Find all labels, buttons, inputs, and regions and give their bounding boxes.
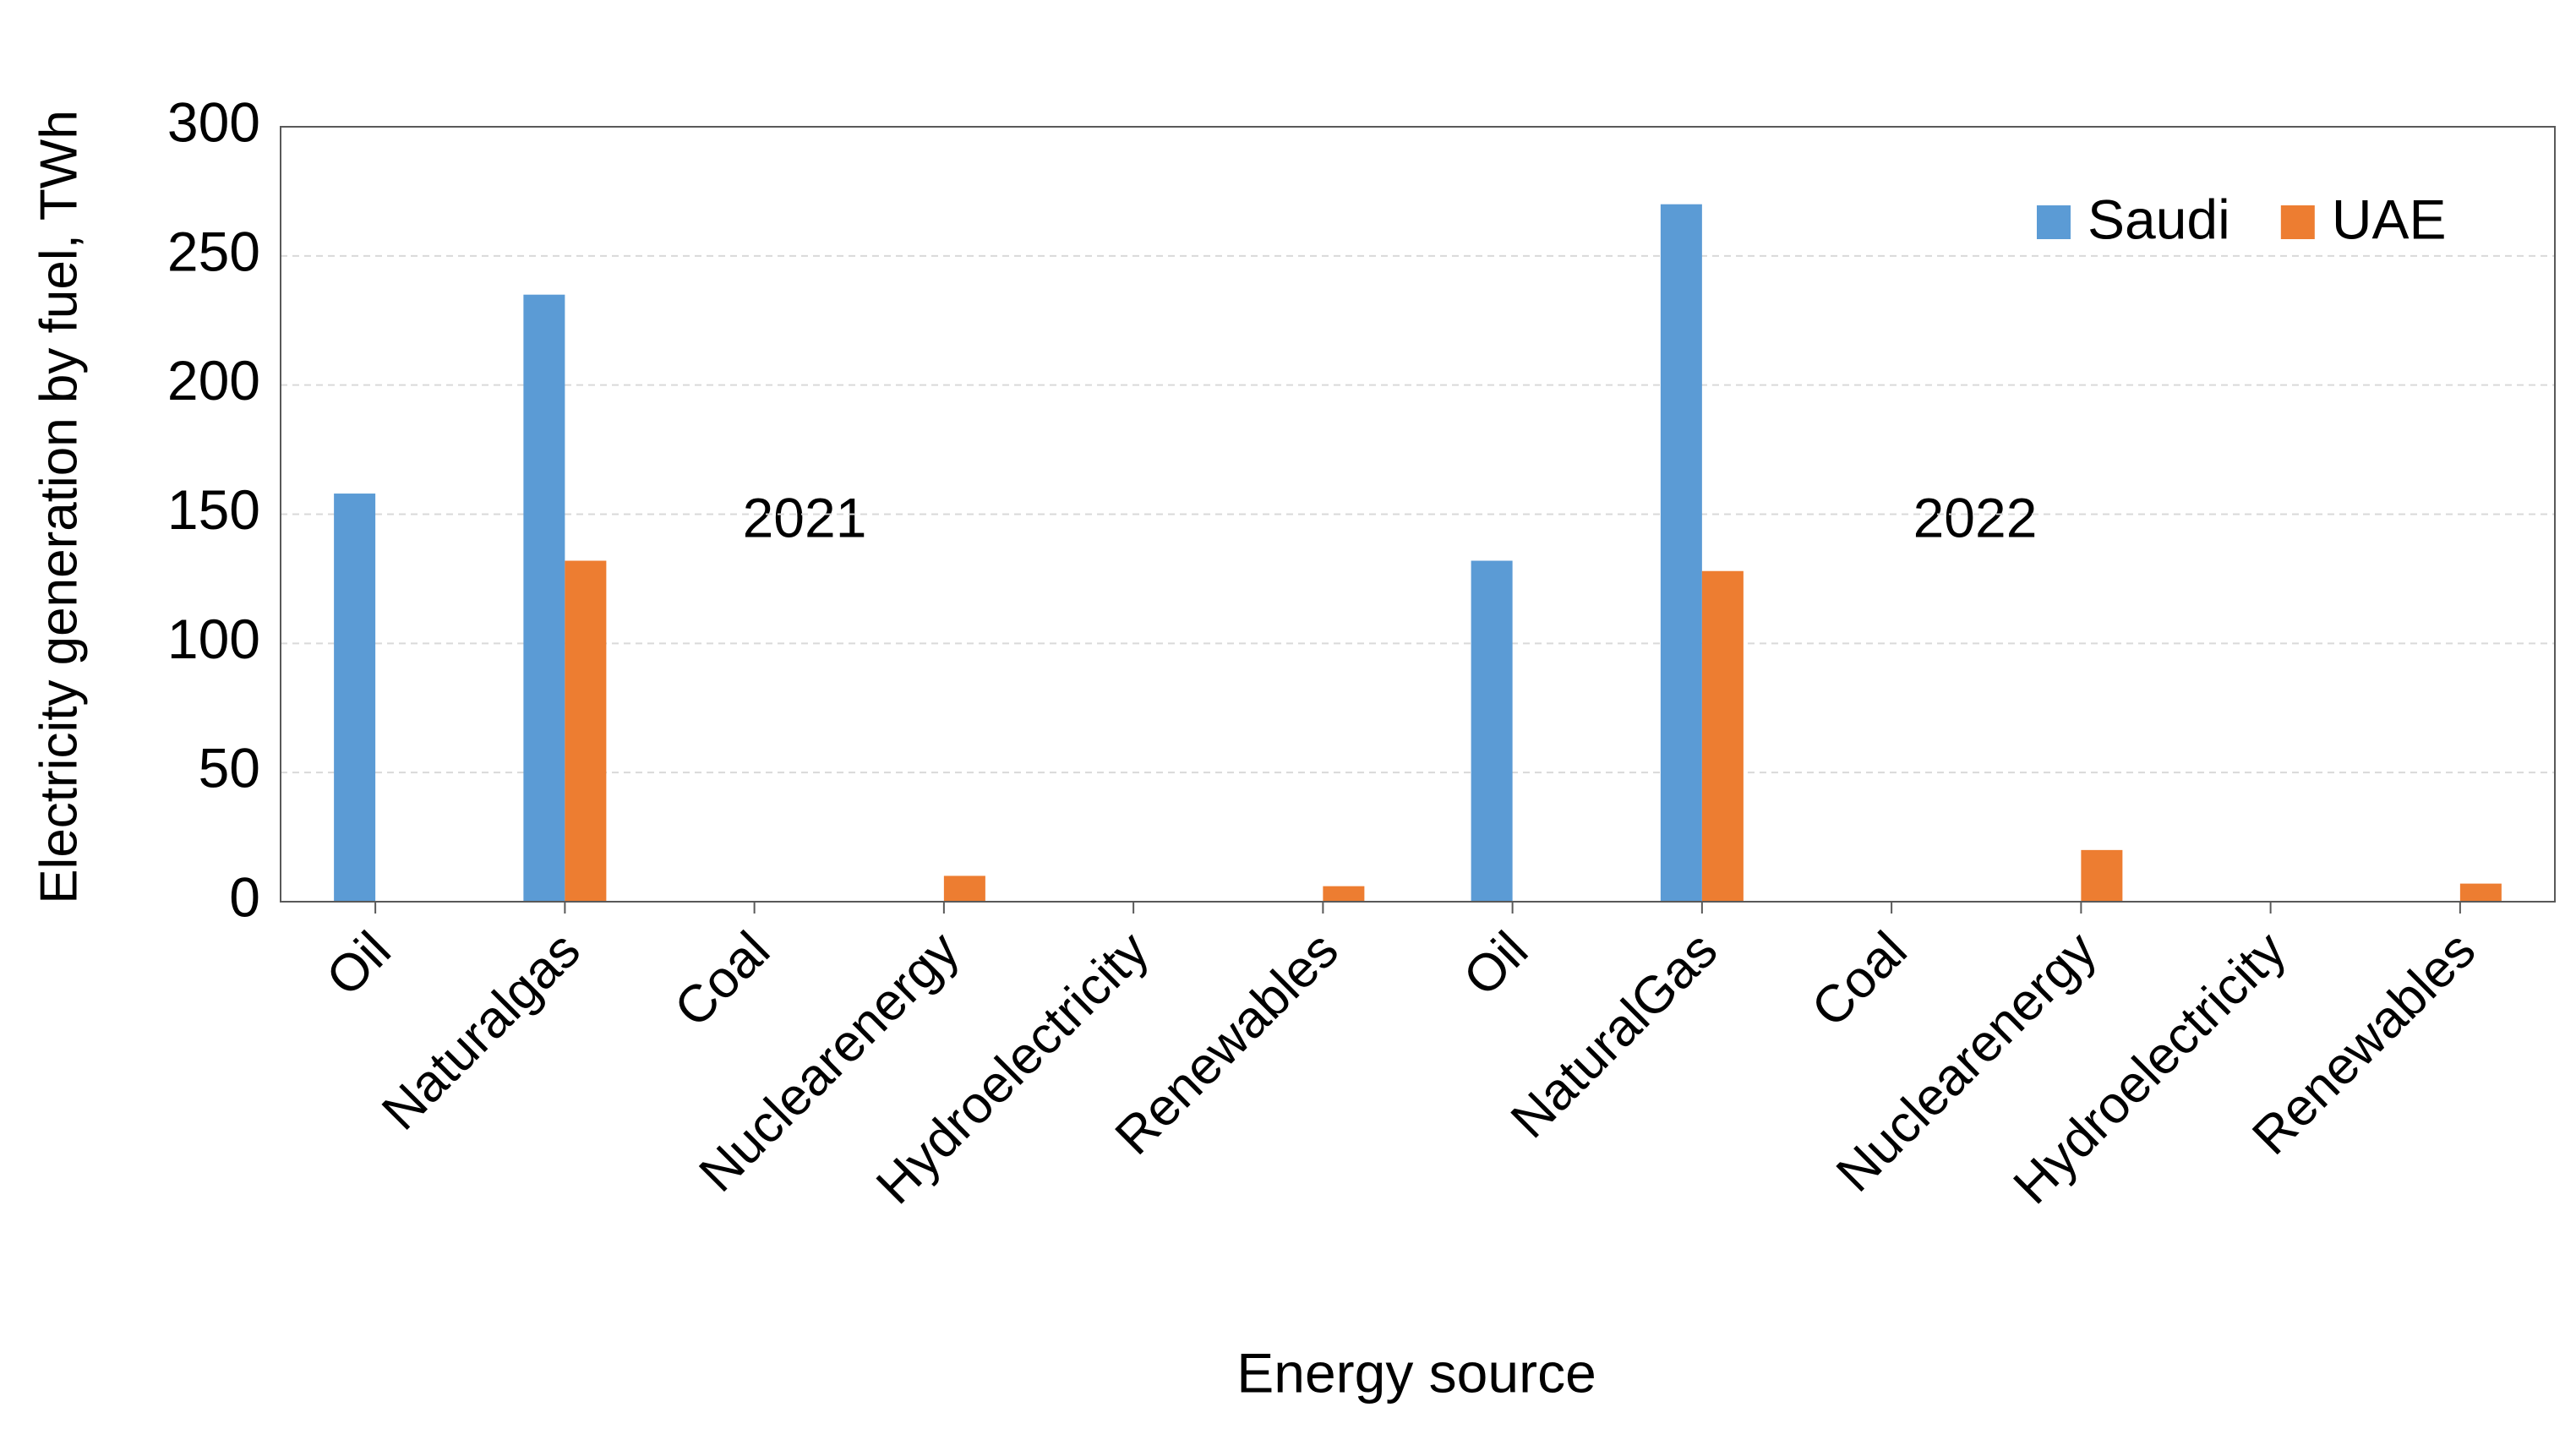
legend-label: UAE — [2332, 188, 2447, 250]
y-axis-label: Electricity generation by fuel, TWh — [30, 110, 88, 904]
x-tick-label: Oil — [315, 921, 401, 1007]
bar — [1701, 570, 1744, 902]
bar — [1471, 560, 1513, 902]
legend-swatch — [2280, 205, 2315, 239]
y-tick-label: 100 — [167, 608, 260, 670]
bar — [943, 875, 985, 902]
y-tick-label: 150 — [167, 478, 260, 541]
y-tick-label: 250 — [167, 220, 260, 282]
y-tick-label: 50 — [199, 737, 260, 799]
bar — [2081, 849, 2123, 902]
bar — [565, 560, 607, 902]
bar — [2459, 883, 2502, 902]
bar — [523, 294, 565, 902]
x-tick-label: Coal — [1801, 921, 1918, 1039]
annotation: 2022 — [1913, 486, 2038, 548]
annotation: 2021 — [743, 486, 867, 548]
y-tick-label: 300 — [167, 90, 260, 153]
x-tick-label: NaturalGas — [1500, 921, 1729, 1150]
x-tick-label: Oil — [1453, 921, 1539, 1007]
x-tick-label: Naturalgas — [371, 921, 592, 1142]
x-axis-label: Energy source — [1236, 1341, 1596, 1404]
bar — [1660, 204, 1702, 902]
legend-label: Saudi — [2088, 188, 2230, 250]
y-tick-label: 200 — [167, 349, 260, 412]
x-tick-label: Coal — [663, 921, 781, 1039]
y-tick-label: 0 — [229, 865, 260, 928]
bar — [1323, 886, 1365, 902]
legend-swatch — [2037, 205, 2071, 239]
bar — [334, 494, 376, 902]
